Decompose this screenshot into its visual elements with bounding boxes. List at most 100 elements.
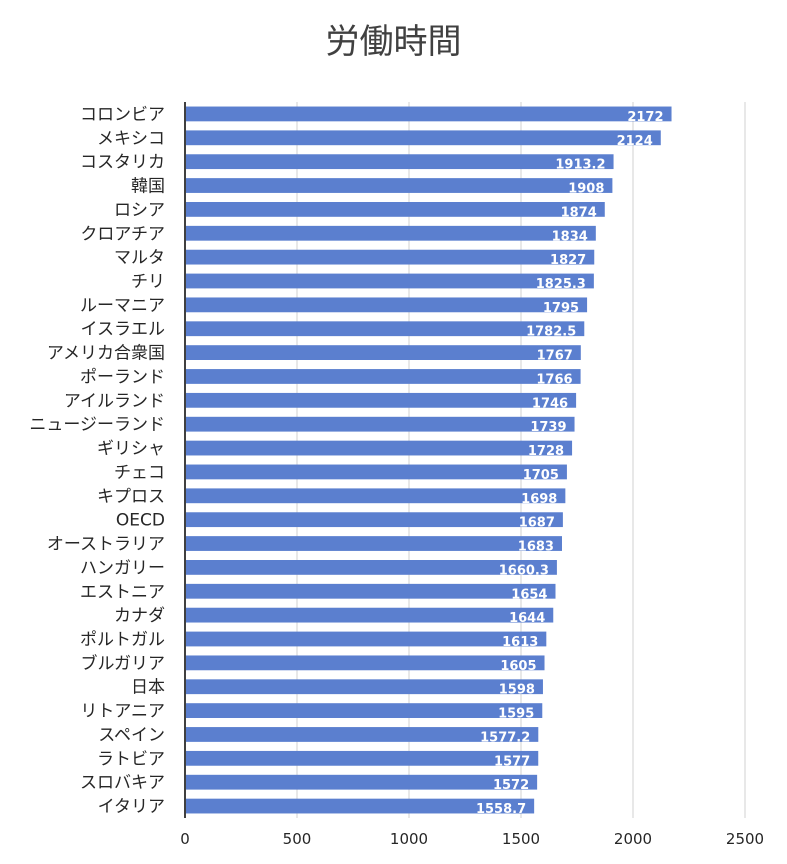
bar bbox=[185, 488, 566, 504]
bar bbox=[185, 369, 581, 384]
category-label: クロアチア bbox=[80, 224, 165, 244]
bar bbox=[185, 631, 547, 647]
data-label: 1577 bbox=[494, 754, 530, 769]
data-label: 1605 bbox=[500, 659, 536, 674]
data-label: 1782.5 bbox=[526, 325, 576, 340]
bar bbox=[185, 178, 613, 193]
category-label: スロバキア bbox=[80, 773, 165, 793]
bar bbox=[185, 249, 595, 265]
data-label: 1644 bbox=[509, 611, 545, 626]
data-label: 1660.3 bbox=[499, 563, 549, 578]
category-label: ポーランド bbox=[80, 367, 165, 387]
bar bbox=[185, 512, 563, 528]
category-label: イスラエル bbox=[81, 320, 166, 340]
data-label: 1908 bbox=[568, 182, 604, 197]
category-label: カナダ bbox=[114, 606, 165, 626]
bar bbox=[185, 655, 545, 671]
category-label: マルタ bbox=[114, 248, 165, 268]
x-axis-ticks: 0 500 1000 1500 2000 2500 bbox=[180, 830, 764, 848]
data-label: 1654 bbox=[511, 587, 547, 602]
bar bbox=[185, 774, 538, 790]
category-label: アイルランド bbox=[64, 391, 165, 411]
x-tick-label: 0 bbox=[180, 830, 190, 848]
data-label: 1767 bbox=[537, 349, 573, 364]
bar bbox=[185, 130, 661, 146]
x-tick-label: 500 bbox=[283, 830, 312, 848]
category-label: メキシコ bbox=[97, 129, 165, 149]
bar bbox=[185, 560, 557, 575]
bar bbox=[185, 750, 539, 766]
category-label: ニュージーランド bbox=[29, 415, 165, 435]
x-tick-label: 1500 bbox=[502, 830, 540, 848]
bar bbox=[185, 225, 596, 241]
data-label: 1595 bbox=[498, 707, 534, 722]
category-label: ギリシャ bbox=[97, 439, 165, 459]
bar bbox=[185, 583, 556, 599]
bar bbox=[185, 273, 594, 289]
data-label: 1598 bbox=[499, 683, 535, 698]
bar bbox=[185, 106, 672, 122]
data-label: 1746 bbox=[532, 396, 568, 411]
bar bbox=[185, 321, 585, 337]
bar bbox=[185, 297, 588, 313]
bar bbox=[185, 703, 543, 718]
bar bbox=[185, 536, 562, 551]
bar bbox=[185, 416, 575, 432]
data-label: 1766 bbox=[536, 372, 572, 387]
x-tick-label: 2500 bbox=[726, 830, 764, 848]
category-label: ロシア bbox=[114, 200, 165, 220]
category-label: 韓国 bbox=[131, 177, 165, 197]
category-label: スペイン bbox=[98, 725, 165, 745]
category-label: 日本 bbox=[131, 678, 165, 698]
category-label: ハンガリー bbox=[80, 558, 165, 578]
data-label: 1834 bbox=[552, 229, 588, 244]
bar bbox=[185, 440, 573, 456]
data-label: 1687 bbox=[519, 516, 555, 531]
category-label: オーストラリア bbox=[47, 535, 165, 555]
category-label: リトアニア bbox=[80, 702, 165, 722]
category-label: OECD bbox=[116, 511, 165, 531]
data-label: 1728 bbox=[528, 444, 564, 459]
data-label: 1739 bbox=[530, 420, 566, 435]
bar bbox=[185, 392, 577, 408]
bar bbox=[185, 727, 539, 742]
bars: 2172 2124 1913.2 1908 1874 1834 1827 1825.3 1795… bbox=[185, 106, 672, 817]
category-label: ポルトガル bbox=[80, 630, 165, 650]
category-label: アメリカ合衆国 bbox=[47, 344, 165, 364]
category-labels: コロンビアメキシココスタリカ韓国ロシアクロアチアマルタチリルーマニアイスラエルア… bbox=[29, 105, 165, 817]
data-label: 1572 bbox=[493, 778, 529, 793]
chart-title: 労働時間 bbox=[325, 22, 462, 62]
category-label: エストニア bbox=[80, 582, 165, 602]
category-label: ブルガリア bbox=[81, 653, 166, 674]
data-label: 1913.2 bbox=[555, 158, 605, 173]
bar bbox=[185, 154, 614, 170]
data-label: 2124 bbox=[617, 134, 653, 149]
gridlines bbox=[296, 102, 746, 818]
category-label: イタリア bbox=[98, 797, 165, 817]
category-label: チリ bbox=[131, 272, 165, 292]
category-label: コロンビア bbox=[80, 105, 165, 125]
category-label: ルーマニア bbox=[80, 296, 165, 316]
data-label: 1825.3 bbox=[536, 277, 586, 292]
bar bbox=[185, 202, 605, 217]
data-label: 1613 bbox=[502, 635, 538, 650]
bar bbox=[185, 798, 535, 814]
category-label: ラトビア bbox=[97, 749, 165, 769]
data-label: 1558.7 bbox=[476, 802, 526, 817]
data-label: 1577.2 bbox=[480, 730, 530, 745]
data-label: 1874 bbox=[561, 205, 597, 220]
data-label: 1698 bbox=[521, 492, 557, 507]
bar bbox=[185, 679, 543, 695]
category-label: チェコ bbox=[114, 463, 165, 483]
category-label: コスタリカ bbox=[80, 153, 165, 173]
bar bbox=[185, 607, 554, 623]
x-tick-label: 1000 bbox=[390, 830, 428, 848]
data-label: 1827 bbox=[550, 253, 586, 268]
data-label: 1683 bbox=[518, 540, 554, 555]
bar bbox=[185, 345, 581, 360]
category-label: キプロス bbox=[97, 487, 165, 507]
data-label: 1795 bbox=[543, 301, 579, 316]
bar bbox=[185, 464, 567, 480]
x-tick-label: 2000 bbox=[614, 830, 652, 848]
